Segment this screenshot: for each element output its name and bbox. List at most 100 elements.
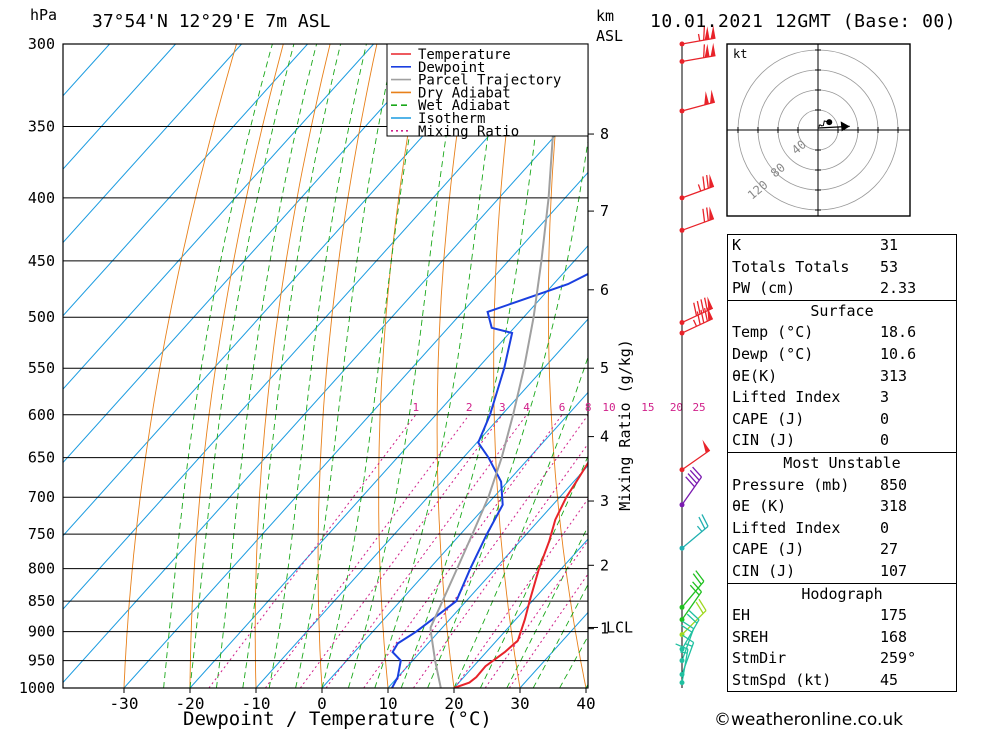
wind-barb-pennant [707,296,713,311]
credit-link[interactable]: ©weatheronline.co.uk [714,710,904,730]
index-value: 107 [880,561,908,580]
indices-section-title: Surface [810,301,874,320]
wind-barb-feather [703,26,706,41]
lcl-label: LCL [606,618,633,636]
wind-barb-feather [687,473,698,484]
height-tick-label: 6 [600,281,609,299]
wet-adiabat-line [189,44,295,688]
wind-barb-shaft [681,619,700,650]
index-value: 318 [880,497,908,516]
isotherm-line [453,538,588,688]
wind-barb [679,466,703,508]
wind-barb-feather [698,598,707,611]
index-value: 259° [880,649,917,668]
index-row: K 31 [728,235,956,257]
pressure-tick-label: 900 [28,623,55,641]
hodograph-trace [818,120,830,127]
wind-barb-feather [696,311,701,325]
index-name: CAPE (J) [732,409,805,428]
dry-adiabat-line [493,44,521,688]
isotherm-line [387,465,588,688]
wind-barb-pennant [704,26,710,41]
pressure-tick-label: 950 [28,652,55,670]
dry-adiabat-line [123,44,237,688]
mixing-ratio-label: 2 [466,401,473,414]
wind-barb-shaft [681,476,703,506]
wind-barb [679,42,716,65]
wet-adiabat-line [215,44,318,688]
wind-barb [679,306,714,336]
index-name: PW (cm) [732,279,796,298]
index-name: StmDir [732,649,787,668]
wind-barb-shaft [681,37,716,45]
wind-barb [679,439,711,473]
index-value: 3 [880,388,890,407]
wind-barb [679,610,700,652]
index-name: Dewp (°C) [732,344,814,363]
index-row: Totals Totals 53 [728,257,956,279]
mixing-ratio-line [390,414,588,688]
wind-barb-pennant [710,89,715,104]
pressure-lines [63,43,588,689]
wind-barb-pennant [710,42,716,57]
pressure-tick-label: 550 [28,359,55,377]
isotherm-line [63,44,242,244]
pressure-tick-label: 350 [28,117,55,135]
index-value: 0 [880,409,890,428]
index-name: StmSpd (kt) [732,670,832,689]
isotherm-line [63,44,572,610]
index-value: 18.6 [880,323,917,342]
index-row: Dewp (°C) 10.6 [728,344,956,366]
legend-entry: Wet Adiabat [418,98,511,114]
index-row: Pressure (mb) 850 [728,475,956,497]
legend-entry: Parcel Trajectory [418,73,561,89]
wet-adiabat-line [374,44,502,688]
height-unit: km [596,7,615,25]
index-name: K [732,236,742,254]
wind-barb-feather [700,299,705,313]
index-value: 2.33 [880,279,917,298]
legend-entry: Dry Adiabat [418,85,511,101]
wet-adiabat-line [427,138,588,688]
wind-barb [679,581,703,623]
wind-barb-feather [701,514,709,527]
index-row: StmDir 259° [728,648,956,670]
mixing-ratio-line [508,573,588,688]
index-row: Lifted Index 0 [728,518,956,540]
wind-barb-feather [696,300,701,315]
wind-barb [679,514,709,551]
indices-section-title: Hodograph [801,584,883,603]
wind-barb-shaft [681,185,715,199]
wet-adiabat-line [532,583,588,688]
index-name: SREH [732,627,769,646]
wind-barb-feather [689,584,700,596]
temperature-tick-label: 30 [510,694,529,713]
legend-entry: Mixing Ratio [418,124,519,140]
series-line-dewpoint [391,51,588,688]
plot-frame [62,43,589,689]
temperature-tick-label: 40 [576,694,595,713]
wind-barb-half-feather [696,525,703,532]
index-row: CIN (J) 107 [728,561,956,583]
mixing-ratio-line [264,414,470,688]
index-value: 850 [880,475,908,494]
dry-adiabat-line [985,44,1000,688]
index-value: 168 [880,627,908,646]
wind-barb [675,643,689,686]
indices-surface: Surface Temp (°C) 18.6 Dewp (°C) 10.6 θE(K) 31… [728,301,956,453]
wind-barb-feather [682,620,694,630]
index-name: Totals Totals [732,257,850,276]
indices-general: K 31 Totals Totals 53 PW (cm) 2.33 [728,235,956,301]
pressure-tick-label: 1000 [19,679,55,697]
wind-barb-half-feather [680,651,688,654]
series-line-parcel-trajectory [429,44,557,688]
isotherm-line [63,44,374,390]
pressure-tick-label: 800 [28,560,55,578]
temperature-tick-label: 20 [444,694,463,713]
wind-barb-shaft [681,218,715,231]
wind-barb-feather [703,44,706,58]
isotherm-line [189,245,588,688]
wind-barb-feather [695,570,705,582]
